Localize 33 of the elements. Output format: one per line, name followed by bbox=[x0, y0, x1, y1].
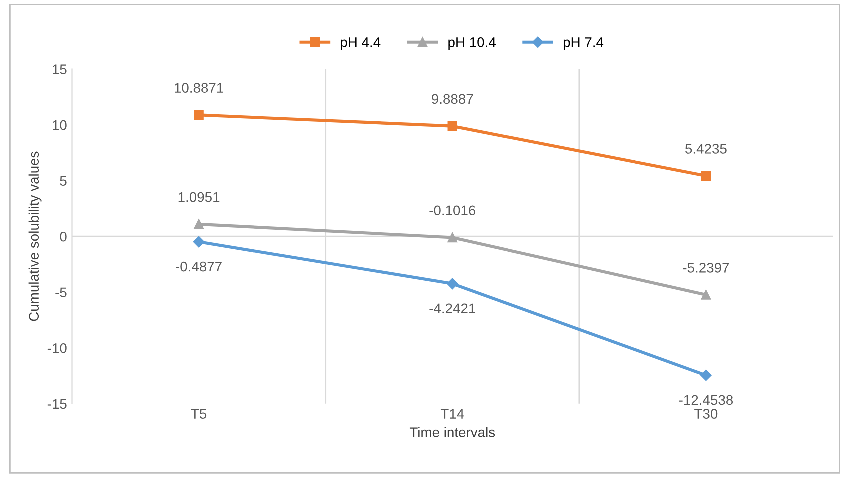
data-label: -5.2397 bbox=[683, 263, 730, 273]
point bbox=[448, 232, 458, 243]
point bbox=[447, 278, 458, 290]
data-label: 10.8871 bbox=[175, 83, 224, 93]
y-tick-label: 10 bbox=[53, 120, 67, 130]
data-label: 5.4235 bbox=[686, 144, 727, 154]
x-tick-label: T14 bbox=[440, 409, 464, 419]
point bbox=[448, 121, 458, 132]
data-label: 9.8887 bbox=[432, 94, 474, 104]
point bbox=[700, 370, 712, 382]
legend-label: pH 4.4 bbox=[341, 38, 381, 50]
data-label: -0.1016 bbox=[430, 206, 476, 216]
y-tick-label: 15 bbox=[53, 64, 67, 74]
y-tick-label: -10 bbox=[48, 343, 67, 354]
y-tick-label: 5 bbox=[60, 176, 67, 186]
x-axis-title: Time intervals bbox=[410, 427, 496, 438]
point bbox=[193, 236, 205, 248]
legend-label: pH 7.4 bbox=[564, 38, 604, 50]
data-label: -4.2421 bbox=[430, 304, 476, 314]
y-tick-label: 0 bbox=[60, 232, 67, 242]
y-axis-title: Cumulative solubility values bbox=[28, 152, 42, 322]
data-label: 1.0951 bbox=[178, 192, 220, 202]
y-tick-label: -15 bbox=[48, 399, 67, 410]
point bbox=[194, 220, 204, 230]
legend-label: pH 10.4 bbox=[448, 38, 496, 50]
data-label: -12.4538 bbox=[679, 395, 734, 406]
data-label: -0.4877 bbox=[176, 262, 222, 272]
point bbox=[701, 290, 712, 300]
point bbox=[701, 171, 712, 181]
x-tick-label: T30 bbox=[694, 409, 718, 419]
y-tick-label: -5 bbox=[56, 288, 67, 298]
point bbox=[194, 110, 204, 120]
x-tick-label: T5 bbox=[191, 409, 207, 419]
